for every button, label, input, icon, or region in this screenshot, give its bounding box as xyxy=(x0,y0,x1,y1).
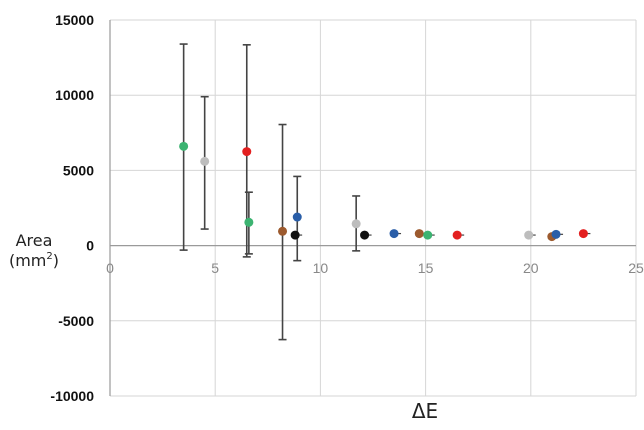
data-point xyxy=(242,147,252,157)
data-point xyxy=(423,230,433,240)
data-point xyxy=(360,230,370,240)
grid-lines xyxy=(110,19,637,397)
y-tick-label: 10000 xyxy=(55,87,94,103)
tick-labels: 0 5 10 15 20 25 15000 10000 5000 0 -5000 -10000 xyxy=(50,12,644,404)
data-point xyxy=(452,230,462,240)
x-tick-label: 25 xyxy=(628,260,644,276)
data-point xyxy=(244,217,254,227)
data-point xyxy=(278,226,288,236)
data-point xyxy=(414,229,424,239)
data-point xyxy=(551,229,561,239)
data-point xyxy=(351,219,361,229)
data-point xyxy=(389,229,399,239)
axes xyxy=(109,20,636,396)
y-axis-unit-end: ) xyxy=(53,251,59,270)
data-point xyxy=(524,230,534,240)
y-axis-unit-superscript: 2 xyxy=(46,251,52,262)
data-point xyxy=(292,212,302,222)
y-tick-label: 5000 xyxy=(63,162,94,178)
data-point xyxy=(200,156,210,166)
y-axis-unit-base: (mm xyxy=(9,251,46,270)
x-tick-label: 15 xyxy=(418,260,434,276)
data-point xyxy=(578,229,588,239)
x-tick-label: 0 xyxy=(106,260,114,276)
y-tick-label: -10000 xyxy=(50,388,94,404)
y-tick-label: 0 xyxy=(86,238,94,254)
y-tick-label: -5000 xyxy=(58,313,94,329)
x-tick-label: 20 xyxy=(523,260,539,276)
data-point xyxy=(179,141,189,151)
y-tick-label: 15000 xyxy=(55,12,94,28)
error-bars xyxy=(179,43,591,341)
data-points xyxy=(179,141,588,242)
x-axis-title: ΔE xyxy=(412,399,438,423)
x-tick-label: 5 xyxy=(211,260,219,276)
x-tick-label: 10 xyxy=(313,260,329,276)
y-axis-title: Area xyxy=(16,231,53,250)
y-axis-unit: (mm2) xyxy=(9,251,59,270)
data-point xyxy=(290,230,300,240)
